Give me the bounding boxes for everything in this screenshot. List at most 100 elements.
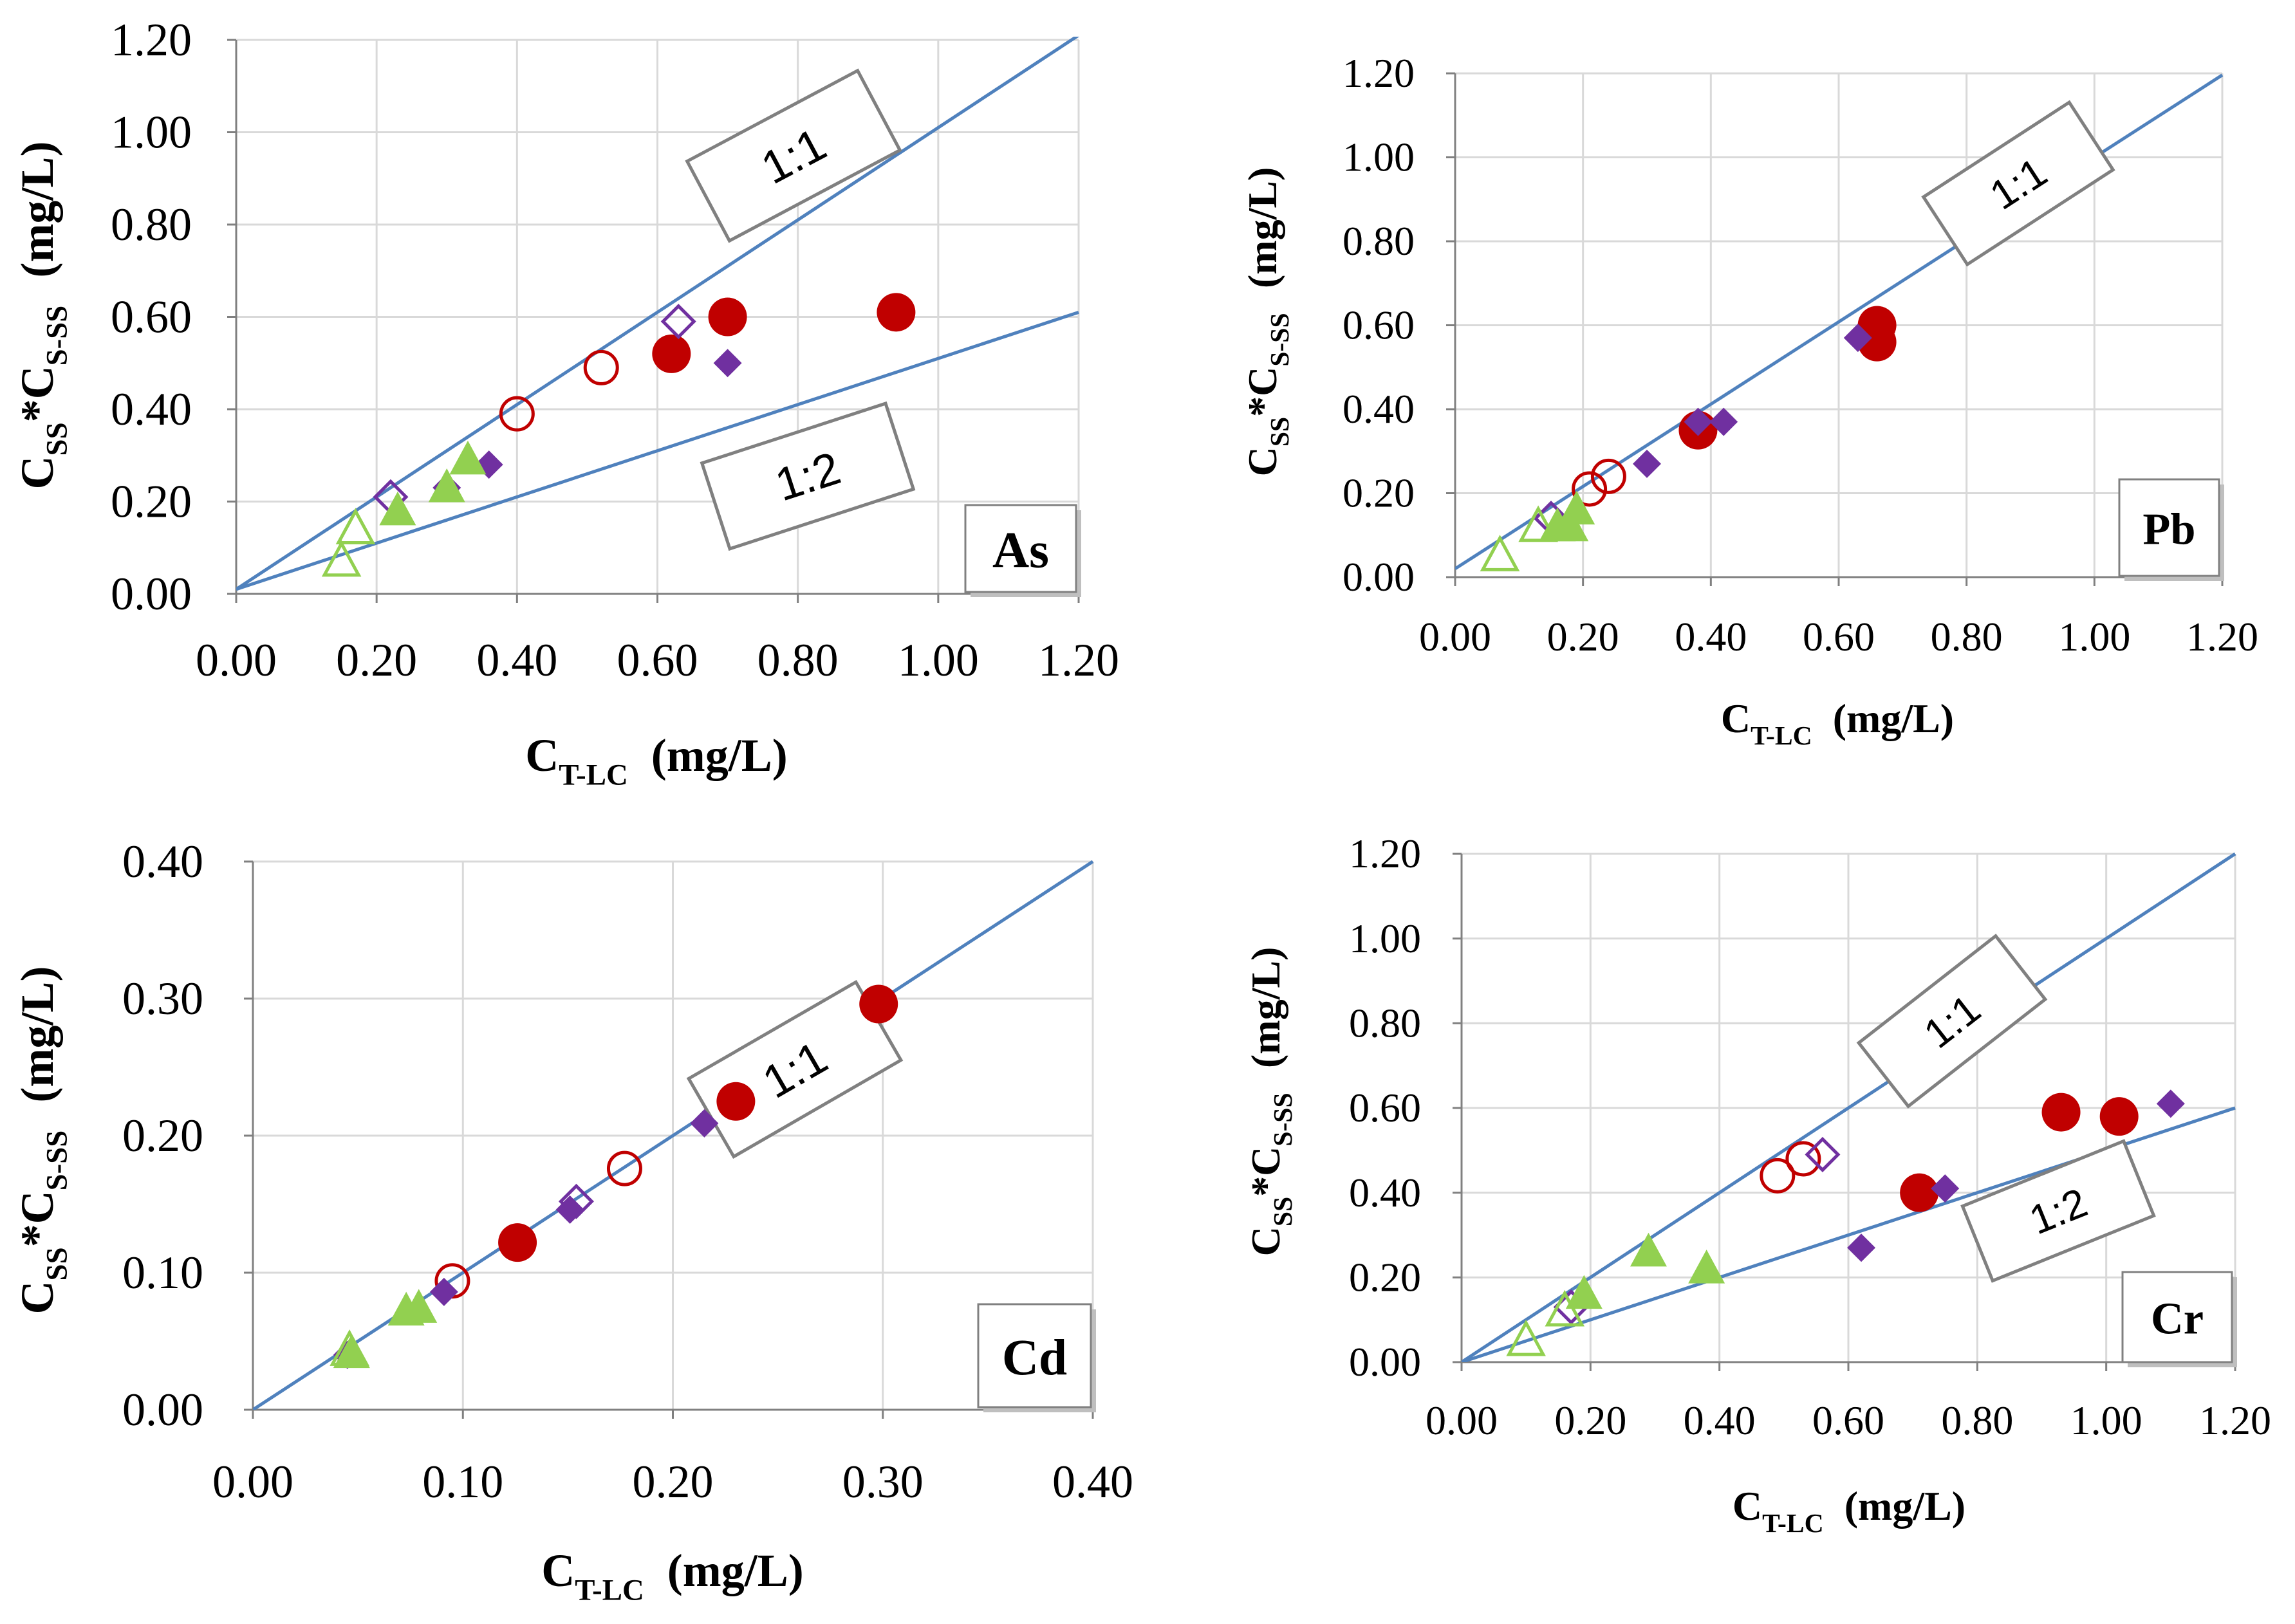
x-axis-title: CT-LC (mg/L) xyxy=(541,1545,803,1607)
y-tick-label: 0.00 xyxy=(111,568,192,620)
red-filled-point xyxy=(652,334,691,373)
y-axis-title-s2: S-SS xyxy=(41,306,74,366)
red-open-point xyxy=(1760,1158,1796,1194)
purple-filled-point xyxy=(2156,1089,2185,1118)
green-open-point xyxy=(1506,1319,1546,1356)
x-axis-title-sub: T-LC xyxy=(1751,721,1812,750)
x-axis-title-main: C xyxy=(541,1545,575,1596)
red-open-point xyxy=(1785,1141,1821,1177)
line-label-box: 1:2 xyxy=(700,401,916,551)
y-tick-label: 0.40 xyxy=(111,383,192,435)
x-tick-label: 0.00 xyxy=(1426,1398,1498,1443)
red-filled-point xyxy=(498,1223,537,1262)
purple-filled-point xyxy=(1684,407,1713,436)
x-tick-label: 1.20 xyxy=(2186,614,2258,660)
purple-filled-point xyxy=(713,349,742,378)
element-label: Pb xyxy=(2142,504,2195,555)
red-open-point xyxy=(1590,458,1626,494)
y-axis-title-c2: C xyxy=(12,1190,63,1224)
x-tick-label: 0.20 xyxy=(1547,614,1619,660)
x-axis-title-unit: (mg/L) xyxy=(651,730,788,781)
x-tick-label: 0.20 xyxy=(633,1456,714,1508)
x-axis-title-sub: T-LC xyxy=(575,1574,644,1607)
y-tick-label: 0.80 xyxy=(1349,1000,1421,1046)
x-tick-label: 0.00 xyxy=(1419,614,1491,660)
x-tick-label: 0.40 xyxy=(1675,614,1747,660)
x-tick-label: 1.00 xyxy=(2070,1398,2142,1443)
y-axis-title-s1: SS xyxy=(1265,417,1294,447)
red-open-point xyxy=(499,396,535,432)
x-axis-title-unit: (mg/L) xyxy=(1844,1483,1965,1529)
x-tick-label: 0.20 xyxy=(1554,1398,1626,1443)
line-label-frame xyxy=(1960,1139,2156,1283)
x-tick-label: 0.00 xyxy=(196,634,277,686)
green-filled-point xyxy=(400,1289,438,1323)
x-tick-label: 0.40 xyxy=(1052,1456,1133,1508)
chart-panel-as: 0.00 0.00 0.20 0.20 0.40 0.40 0.60 0.60 0.80 0.80… xyxy=(0,0,1148,812)
purple-filled-point xyxy=(1633,449,1661,478)
y-tick-label: 0.80 xyxy=(111,199,192,250)
chart-as: 0.000.00 0.20 0.20 0.40 0.40 0.60 0.60 0.80 0.80… xyxy=(12,14,1119,792)
element-label: Cd xyxy=(1002,1329,1067,1386)
red-filled-point xyxy=(1857,322,1897,362)
y-tick-label: 0.60 xyxy=(111,291,192,342)
red-open-point xyxy=(606,1150,642,1186)
x-axis-title-main: C xyxy=(525,730,559,781)
purple-filled-point xyxy=(1843,324,1872,353)
x-tick-label: 1.20 xyxy=(1038,634,1119,686)
y-axis-title-unit: (mg/L) xyxy=(1243,947,1288,1068)
y-tick-label: 0.20 xyxy=(122,1110,203,1161)
y-axis-title-c1: C xyxy=(12,1280,63,1314)
chart-cd: 0.000.00 0.10 0.10 0.20 0.20 0.30 0.30 0.40 0.40… xyxy=(12,836,1133,1607)
y-tick-label: 0.00 xyxy=(1349,1339,1421,1385)
purple-filled-point xyxy=(1931,1174,1960,1203)
y-axis-title-star: * xyxy=(12,399,63,422)
y-axis-title-star: * xyxy=(12,1224,63,1247)
y-axis-title-c1: C xyxy=(1240,447,1285,476)
y-axis-title-c1: C xyxy=(1243,1226,1288,1256)
red-filled-point xyxy=(1900,1173,1939,1212)
y-axis-title-s2: S-SS xyxy=(41,1130,74,1191)
y-axis-title-c2: C xyxy=(12,365,63,399)
x-tick-label: 1.00 xyxy=(2058,614,2130,660)
x-axis-title-sub: T-LC xyxy=(1762,1508,1824,1538)
chart-cr: 0.000.00 0.20 0.20 0.40 0.40 0.60 0.60 0.80 0.80… xyxy=(1243,831,2271,1538)
red-open-point xyxy=(583,349,619,385)
x-axis-title: CT-LC (mg/L) xyxy=(1733,1483,1965,1538)
x-tick-label: 0.60 xyxy=(617,634,698,686)
green-filled-point xyxy=(333,1334,370,1369)
y-axis-title-s1: SS xyxy=(41,422,74,456)
y-axis-title-c1: C xyxy=(12,456,63,489)
y-tick-label: 1.00 xyxy=(1343,134,1415,180)
y-axis-title-star: * xyxy=(1243,1176,1288,1197)
x-tick-label: 1.20 xyxy=(2199,1398,2271,1443)
y-tick-label: 0.60 xyxy=(1343,302,1415,348)
green-filled-point xyxy=(449,440,487,475)
y-axis-title-unit: (mg/L) xyxy=(12,142,63,278)
y-tick-label: 0.30 xyxy=(122,973,203,1024)
x-tick-label: 0.80 xyxy=(1941,1398,2013,1443)
green-open-point xyxy=(1518,505,1558,542)
y-axis-title-s2: S-SS xyxy=(1268,1093,1297,1146)
purple-open-point xyxy=(660,304,696,340)
y-axis-title-s1: SS xyxy=(1268,1197,1297,1226)
x-axis-title-sub: T-LC xyxy=(559,759,628,792)
chart-panel-cr: 0.00 0.00 0.20 0.20 0.40 0.40 0.60 0.60 0.80 0.80… xyxy=(1148,812,2295,1624)
line-label-box: 1:1 xyxy=(1921,100,2115,267)
y-tick-label: 0.10 xyxy=(122,1247,203,1298)
red-filled-point xyxy=(716,1082,756,1121)
x-axis-title-unit: (mg/L) xyxy=(667,1545,804,1596)
y-tick-label: 1.20 xyxy=(1343,50,1415,96)
y-tick-label: 0.00 xyxy=(122,1384,203,1435)
red-filled-point xyxy=(877,293,916,332)
y-tick-label: 0.00 xyxy=(1343,554,1415,600)
purple-filled-point xyxy=(1709,407,1738,436)
y-axis-title: CSS*CS-SS(mg/L) xyxy=(1243,947,1297,1257)
element-label: As xyxy=(992,522,1049,578)
green-open-point xyxy=(1480,535,1520,571)
element-label-frame xyxy=(977,1303,1092,1408)
green-filled-point xyxy=(428,468,465,503)
y-tick-label: 0.60 xyxy=(1349,1085,1421,1130)
y-axis-title: CSS*CS-SS(mg/L) xyxy=(1240,167,1294,477)
y-tick-label: 0.40 xyxy=(122,836,203,887)
